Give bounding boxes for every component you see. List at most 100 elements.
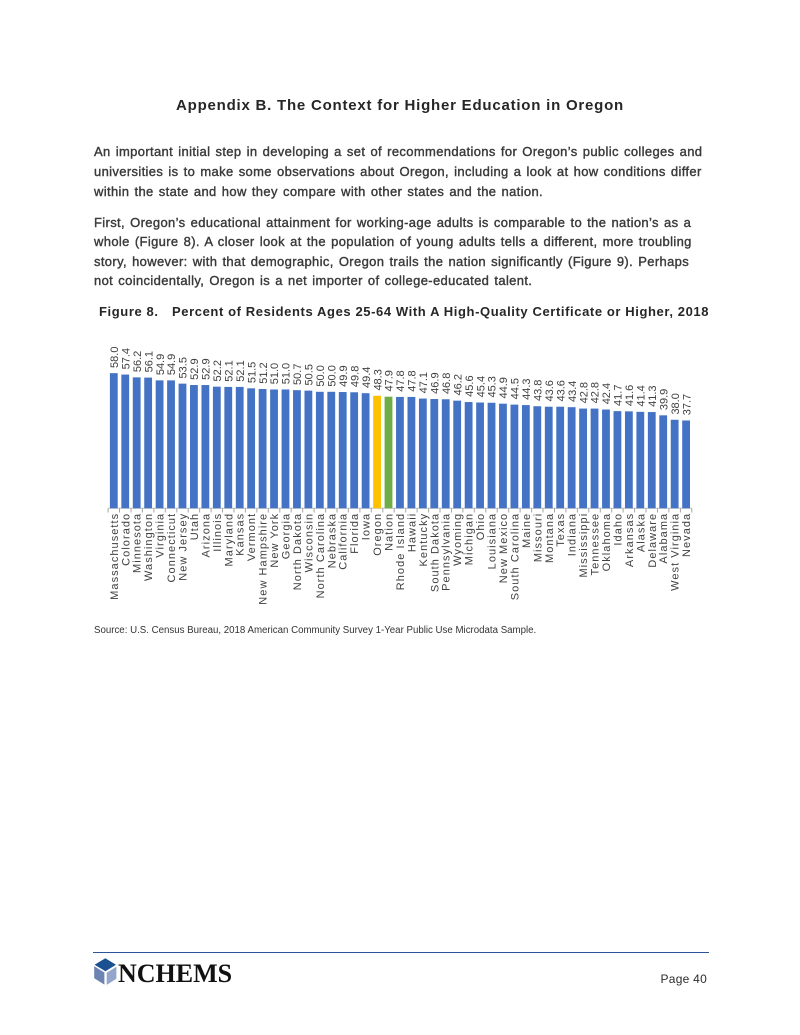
svg-text:Kentucky: Kentucky bbox=[418, 513, 430, 567]
svg-text:52.9: 52.9 bbox=[189, 358, 201, 379]
svg-text:California: California bbox=[338, 513, 350, 570]
svg-text:South Carolina: South Carolina bbox=[509, 513, 521, 600]
svg-text:Massachusetts: Massachusetts bbox=[109, 513, 121, 600]
svg-text:42.8: 42.8 bbox=[590, 382, 602, 403]
svg-text:45.6: 45.6 bbox=[464, 375, 476, 396]
svg-text:Nebraska: Nebraska bbox=[326, 513, 338, 568]
svg-text:Wyoming: Wyoming bbox=[452, 513, 464, 566]
svg-text:50.7: 50.7 bbox=[292, 364, 304, 385]
svg-text:Georgia: Georgia bbox=[280, 513, 292, 559]
svg-text:Michigan: Michigan bbox=[464, 513, 476, 565]
svg-text:Arizona: Arizona bbox=[200, 513, 212, 558]
svg-text:Ohio: Ohio bbox=[475, 513, 487, 540]
svg-text:Hawaii: Hawaii bbox=[406, 513, 418, 552]
svg-text:New Hampshire: New Hampshire bbox=[258, 513, 270, 605]
svg-text:Wisconsin: Wisconsin bbox=[303, 513, 315, 573]
svg-text:Oregon: Oregon bbox=[372, 513, 384, 556]
svg-text:North Dakota: North Dakota bbox=[292, 513, 304, 590]
svg-text:Missouri: Missouri bbox=[532, 513, 544, 562]
svg-text:51.0: 51.0 bbox=[281, 363, 293, 384]
svg-text:Maine: Maine bbox=[521, 513, 533, 548]
svg-text:Louisiana: Louisiana bbox=[487, 513, 499, 570]
svg-text:47.9: 47.9 bbox=[384, 370, 396, 391]
svg-text:Mississippi: Mississippi bbox=[578, 513, 590, 578]
svg-text:41.4: 41.4 bbox=[636, 385, 648, 406]
svg-text:52.9: 52.9 bbox=[201, 358, 213, 379]
svg-text:49.8: 49.8 bbox=[349, 366, 361, 387]
svg-text:50.5: 50.5 bbox=[304, 364, 316, 385]
svg-text:Vermont: Vermont bbox=[246, 513, 258, 561]
svg-text:Delaware: Delaware bbox=[647, 513, 659, 568]
svg-text:Tennessee: Tennessee bbox=[590, 513, 602, 576]
svg-text:43.6: 43.6 bbox=[544, 380, 556, 401]
svg-text:Pennsylvania: Pennsylvania bbox=[441, 513, 453, 591]
svg-text:52.2: 52.2 bbox=[212, 360, 224, 381]
svg-text:Nation: Nation bbox=[384, 513, 396, 551]
svg-text:41.3: 41.3 bbox=[647, 385, 659, 406]
svg-text:Texas: Texas bbox=[555, 513, 567, 547]
svg-text:46.2: 46.2 bbox=[452, 374, 464, 395]
svg-text:45.4: 45.4 bbox=[475, 376, 487, 397]
svg-text:38.0: 38.0 bbox=[670, 393, 682, 414]
svg-text:49.9: 49.9 bbox=[338, 365, 350, 386]
svg-text:39.9: 39.9 bbox=[658, 389, 670, 410]
svg-text:57.4: 57.4 bbox=[120, 348, 132, 369]
svg-text:53.5: 53.5 bbox=[178, 357, 190, 378]
svg-text:51.0: 51.0 bbox=[269, 363, 281, 384]
svg-text:47.1: 47.1 bbox=[418, 372, 430, 393]
svg-text:North Carolina: North Carolina bbox=[315, 513, 327, 599]
svg-text:Nevada: Nevada bbox=[681, 513, 693, 557]
svg-text:44.9: 44.9 bbox=[498, 377, 510, 398]
svg-text:44.3: 44.3 bbox=[521, 378, 533, 399]
svg-text:Virginia: Virginia bbox=[155, 513, 167, 558]
svg-text:54.9: 54.9 bbox=[155, 354, 167, 375]
svg-text:Idaho: Idaho bbox=[612, 513, 624, 546]
svg-text:Colorado: Colorado bbox=[120, 513, 132, 566]
svg-text:45.3: 45.3 bbox=[487, 376, 499, 397]
svg-text:50.0: 50.0 bbox=[315, 365, 327, 386]
svg-text:51.5: 51.5 bbox=[246, 362, 258, 383]
svg-text:49.4: 49.4 bbox=[361, 367, 373, 388]
svg-text:Oklahoma: Oklahoma bbox=[601, 513, 613, 572]
svg-text:Washington: Washington bbox=[143, 513, 155, 581]
svg-text:41.7: 41.7 bbox=[613, 385, 625, 406]
svg-text:41.6: 41.6 bbox=[624, 385, 636, 406]
svg-text:Connecticut: Connecticut bbox=[166, 513, 178, 583]
svg-text:58.0: 58.0 bbox=[109, 347, 121, 368]
svg-text:43.4: 43.4 bbox=[567, 381, 579, 402]
svg-text:Alaska: Alaska bbox=[635, 513, 647, 552]
svg-text:Alabama: Alabama bbox=[658, 513, 670, 564]
svg-text:51.2: 51.2 bbox=[258, 362, 270, 383]
svg-text:New Jersey: New Jersey bbox=[177, 513, 189, 581]
svg-text:Minnesota: Minnesota bbox=[132, 513, 144, 573]
svg-text:42.4: 42.4 bbox=[601, 383, 613, 404]
svg-text:Rhode Island: Rhode Island bbox=[395, 513, 407, 590]
svg-text:Kansas: Kansas bbox=[235, 513, 247, 556]
svg-text:43.6: 43.6 bbox=[555, 380, 567, 401]
svg-text:52.1: 52.1 bbox=[235, 360, 247, 381]
svg-text:Arkansas: Arkansas bbox=[624, 513, 636, 567]
svg-text:48.3: 48.3 bbox=[372, 369, 384, 390]
svg-text:Utah: Utah bbox=[189, 513, 201, 540]
svg-text:West Virginia: West Virginia bbox=[670, 513, 682, 591]
svg-text:New Mexico: New Mexico bbox=[498, 513, 510, 583]
svg-text:56.1: 56.1 bbox=[143, 351, 155, 372]
svg-text:44.5: 44.5 bbox=[510, 378, 522, 399]
svg-text:52.1: 52.1 bbox=[223, 360, 235, 381]
svg-text:47.8: 47.8 bbox=[407, 370, 419, 391]
svg-text:Florida: Florida bbox=[349, 513, 361, 554]
svg-text:46.9: 46.9 bbox=[429, 372, 441, 393]
svg-text:50.0: 50.0 bbox=[326, 365, 338, 386]
svg-text:Illinois: Illinois bbox=[212, 513, 224, 552]
svg-text:54.9: 54.9 bbox=[166, 354, 178, 375]
svg-text:43.8: 43.8 bbox=[533, 380, 545, 401]
svg-text:Iowa: Iowa bbox=[361, 513, 373, 540]
svg-text:Indiana: Indiana bbox=[567, 513, 579, 556]
svg-text:46.8: 46.8 bbox=[441, 373, 453, 394]
svg-text:Maryland: Maryland bbox=[223, 513, 235, 567]
svg-text:New York: New York bbox=[269, 513, 281, 568]
svg-text:South Dakota: South Dakota bbox=[429, 513, 441, 592]
svg-text:42.8: 42.8 bbox=[578, 382, 590, 403]
svg-text:56.2: 56.2 bbox=[132, 351, 144, 372]
svg-text:47.8: 47.8 bbox=[395, 370, 407, 391]
